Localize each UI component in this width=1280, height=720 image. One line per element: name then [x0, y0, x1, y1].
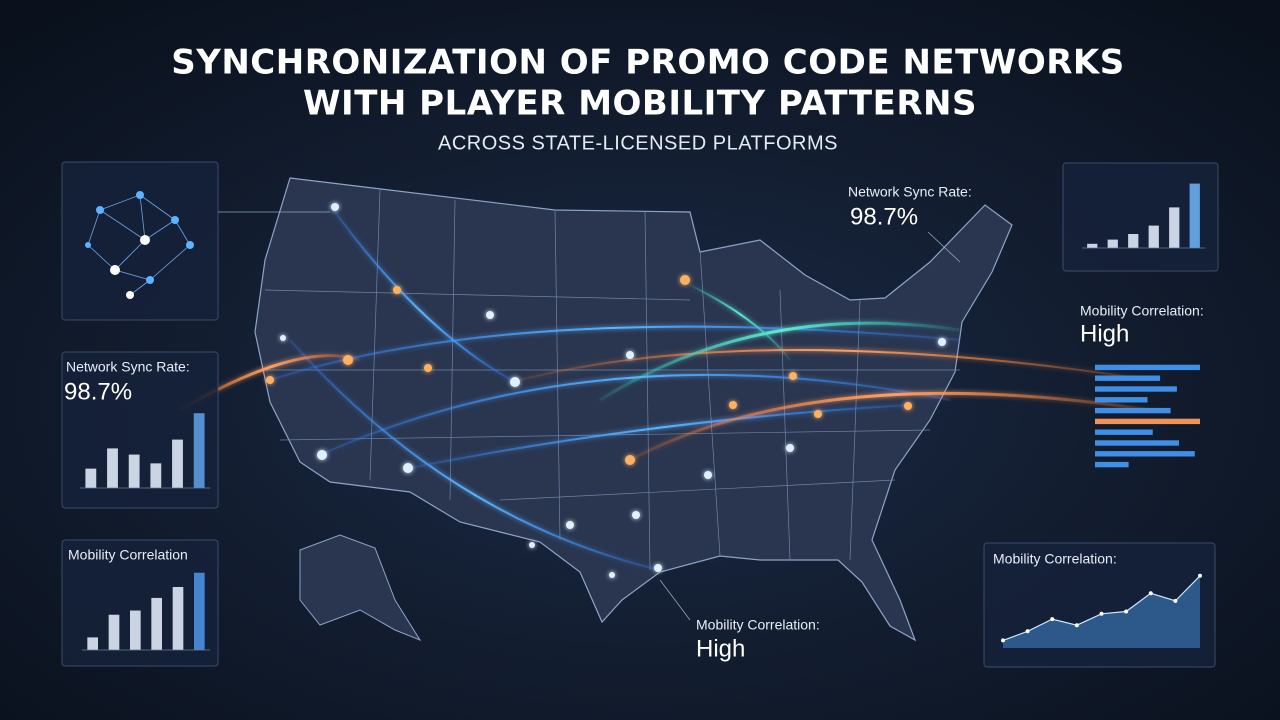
stat-panel: Mobility Correlation: — [983, 542, 1216, 668]
state-borders — [262, 189, 960, 571]
bar — [1095, 429, 1153, 435]
callout: Network Sync Rate: 98.7% — [848, 184, 972, 263]
stat-panel — [1062, 162, 1219, 272]
panel — [61, 161, 219, 321]
leader-line — [927, 231, 961, 263]
callout-value: High — [696, 635, 745, 662]
point — [1099, 611, 1104, 616]
panel-label: Network Sync Rate: — [66, 359, 190, 375]
panel — [983, 542, 1216, 668]
bar — [172, 439, 183, 488]
flow-arcs — [179, 204, 1151, 571]
stat-panel: Mobility Correlation:High — [1080, 303, 1204, 468]
point — [1198, 573, 1202, 578]
header: SYNCHRONIZATION OF PROMO CODE NETWORKS W… — [171, 43, 1125, 155]
bar — [1169, 207, 1180, 248]
bar — [1107, 239, 1118, 248]
us-map — [179, 177, 1151, 642]
stat-panel: Network Sync Rate: 98.7% — [61, 351, 219, 509]
callout-label: Mobility Correlation: — [696, 617, 820, 633]
panel-label: Mobility Correlation: — [993, 551, 1117, 567]
bar — [1148, 225, 1159, 248]
callout: Mobility Correlation: High — [659, 579, 820, 662]
bar — [1087, 243, 1098, 248]
network-nodes — [85, 191, 194, 299]
title-line: SYNCHRONIZATION OF PROMO CODE NETWORKS — [171, 43, 1125, 83]
panel-value: High — [1080, 320, 1129, 347]
bar — [1095, 386, 1177, 392]
callout-label: Network Sync Rate: — [848, 184, 972, 200]
nodes — [280, 203, 946, 578]
bar — [151, 597, 162, 650]
point — [1074, 623, 1079, 628]
point — [1124, 609, 1129, 614]
leader-line — [659, 579, 691, 621]
callout-value: 98.7% — [850, 203, 918, 230]
panel-label: Mobility Correlation — [68, 547, 188, 563]
bar — [107, 448, 118, 488]
hubs — [266, 275, 912, 465]
bar — [172, 587, 184, 650]
panel-label: Mobility Correlation: — [1080, 303, 1204, 319]
bar — [1095, 440, 1179, 446]
bar — [1095, 397, 1148, 403]
bar — [193, 413, 205, 488]
title-line: WITH PLAYER MOBILITY PATTERNS — [303, 84, 977, 124]
bar — [85, 468, 97, 488]
bar — [150, 463, 162, 488]
bar — [87, 637, 98, 650]
point — [1001, 638, 1005, 643]
stat-panel: Mobility Correlation — [61, 539, 219, 667]
point — [1148, 591, 1153, 596]
alaska — [299, 534, 422, 642]
bar — [194, 572, 205, 650]
bar — [1095, 364, 1200, 371]
bar — [1095, 451, 1195, 457]
bar — [128, 454, 140, 488]
bar — [108, 614, 120, 650]
panel-value: 98.7% — [64, 378, 132, 405]
panels: Network Sync Rate: 98.7% Mobility Correlat… — [61, 162, 1219, 668]
subtitle: ACROSS STATE-LICENSED PLATFORMS — [438, 132, 838, 154]
point — [1173, 598, 1178, 603]
bar — [1189, 183, 1200, 248]
network-graph — [87, 194, 191, 296]
bar — [130, 610, 141, 650]
bar — [1095, 418, 1200, 425]
bar — [1095, 375, 1161, 381]
bar — [1095, 461, 1129, 468]
point — [1050, 617, 1055, 622]
point — [1025, 629, 1030, 634]
network-panel — [61, 161, 330, 321]
bar — [1128, 234, 1139, 248]
bar — [1095, 407, 1171, 414]
mainland — [254, 177, 1013, 642]
